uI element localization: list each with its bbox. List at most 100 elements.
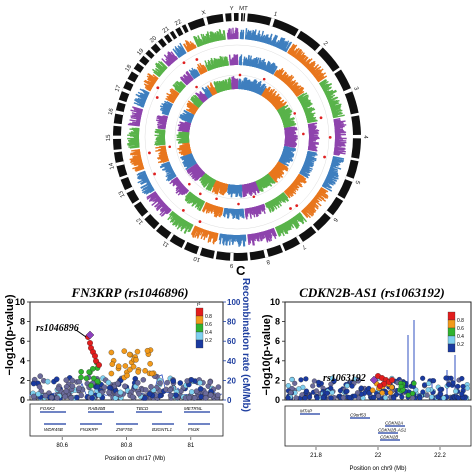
middle-track-mark	[257, 61, 262, 69]
band-stripe	[196, 246, 203, 256]
inner-track-mark	[194, 94, 204, 104]
snp-point	[215, 392, 221, 398]
middle-track-mark	[154, 131, 166, 134]
outer-track-mark	[194, 44, 197, 49]
chromosome-label: 3	[352, 86, 359, 92]
band-stripe	[231, 13, 235, 22]
outer-track-mark	[184, 39, 192, 51]
outer-track-mark	[311, 71, 316, 75]
significant-snp	[199, 192, 202, 196]
snp-point	[198, 393, 204, 400]
outer-track-mark	[309, 66, 315, 72]
gene-label: FOXK2	[40, 406, 55, 411]
outer-track-mark	[146, 75, 157, 83]
middle-track-mark	[259, 64, 263, 70]
snp-point	[285, 395, 291, 401]
outer-track-mark	[134, 156, 142, 160]
outer-track-mark	[288, 44, 296, 55]
outer-track-mark	[191, 43, 196, 49]
significant-snp	[148, 151, 151, 155]
middle-track-mark	[185, 71, 194, 81]
outer-track-mark	[137, 98, 146, 103]
outer-track-mark	[140, 179, 150, 185]
y-tick-label: 0	[275, 395, 280, 405]
band-stripe	[269, 17, 275, 27]
chromosome-label: 6	[331, 216, 338, 223]
outer-track-mark	[140, 92, 149, 97]
outer-track-mark	[156, 197, 161, 201]
outer-track-mark	[130, 141, 140, 144]
snp-point	[328, 385, 334, 391]
snp-point	[63, 377, 69, 383]
band-stripe	[352, 134, 361, 139]
snp-point	[68, 395, 74, 401]
middle-track-mark	[223, 58, 227, 66]
snp-point	[83, 375, 90, 382]
snp-point	[411, 380, 417, 386]
snp-point	[177, 380, 184, 386]
snp-point	[446, 382, 452, 388]
outer-track-mark	[176, 52, 181, 58]
gene-label: RAB40B	[88, 406, 105, 411]
middle-track-mark	[174, 90, 180, 95]
outer-track-mark	[160, 205, 168, 213]
outer-track-mark	[304, 206, 309, 211]
y-tick-label: 10	[270, 297, 280, 307]
outer-track-mark	[323, 87, 332, 93]
outer-track-mark	[283, 42, 289, 52]
outer-track-mark	[155, 201, 165, 210]
outer-track-mark	[275, 226, 279, 230]
snp-point	[410, 390, 416, 397]
outer-track-mark	[287, 220, 293, 227]
x-tick-label: 80.8	[121, 443, 133, 449]
outer-track-mark	[312, 198, 317, 203]
outer-track-mark	[303, 58, 311, 66]
snp-point	[106, 389, 112, 396]
outer-track-mark	[326, 176, 337, 182]
outer-track-mark	[292, 217, 300, 227]
middle-track-mark	[155, 128, 166, 132]
outer-track-mark	[333, 120, 346, 124]
inner-track-mark	[187, 121, 192, 125]
middle-track-mark	[227, 60, 230, 66]
outer-track-mark	[250, 32, 253, 41]
outer-track-mark	[272, 228, 277, 237]
outer-track-mark	[333, 153, 340, 156]
outer-track-mark	[279, 224, 284, 233]
snp-point	[340, 395, 346, 401]
outer-track-mark	[134, 113, 142, 117]
inner-track-mark	[255, 180, 261, 192]
chromosome-label: 4	[362, 135, 368, 139]
chromosome-label: 7	[300, 243, 307, 250]
outer-track-mark	[132, 154, 141, 158]
snp-point	[54, 395, 60, 401]
outer-track-mark	[307, 62, 316, 71]
middle-track-mark	[304, 107, 315, 113]
y-tick-label: 2	[275, 375, 280, 385]
snp-point	[425, 387, 431, 393]
chromosome-label: 17	[114, 84, 122, 93]
outer-track-mark	[258, 36, 261, 42]
outer-track-mark	[157, 198, 162, 203]
outer-track-mark	[169, 210, 174, 216]
outer-track-mark	[332, 159, 342, 164]
snp-point	[121, 348, 128, 354]
outer-track-mark	[214, 232, 218, 242]
snp-point	[108, 370, 115, 377]
outer-track-mark	[332, 115, 338, 118]
gene-label: MTAP	[300, 409, 312, 414]
outer-track-mark	[310, 66, 318, 74]
outer-track-mark	[314, 196, 318, 200]
band-stripe	[314, 45, 323, 54]
snp-point	[53, 376, 60, 382]
outer-track-mark	[327, 173, 339, 180]
y-tick-label: 4	[275, 356, 280, 366]
outer-track-mark	[287, 43, 295, 54]
panel-label: C	[236, 263, 246, 278]
gene-label: FN3K	[188, 427, 201, 432]
outer-track-mark	[150, 193, 158, 200]
snp-point	[149, 370, 155, 377]
band-stripe	[113, 135, 122, 140]
outer-track-mark	[285, 41, 293, 53]
